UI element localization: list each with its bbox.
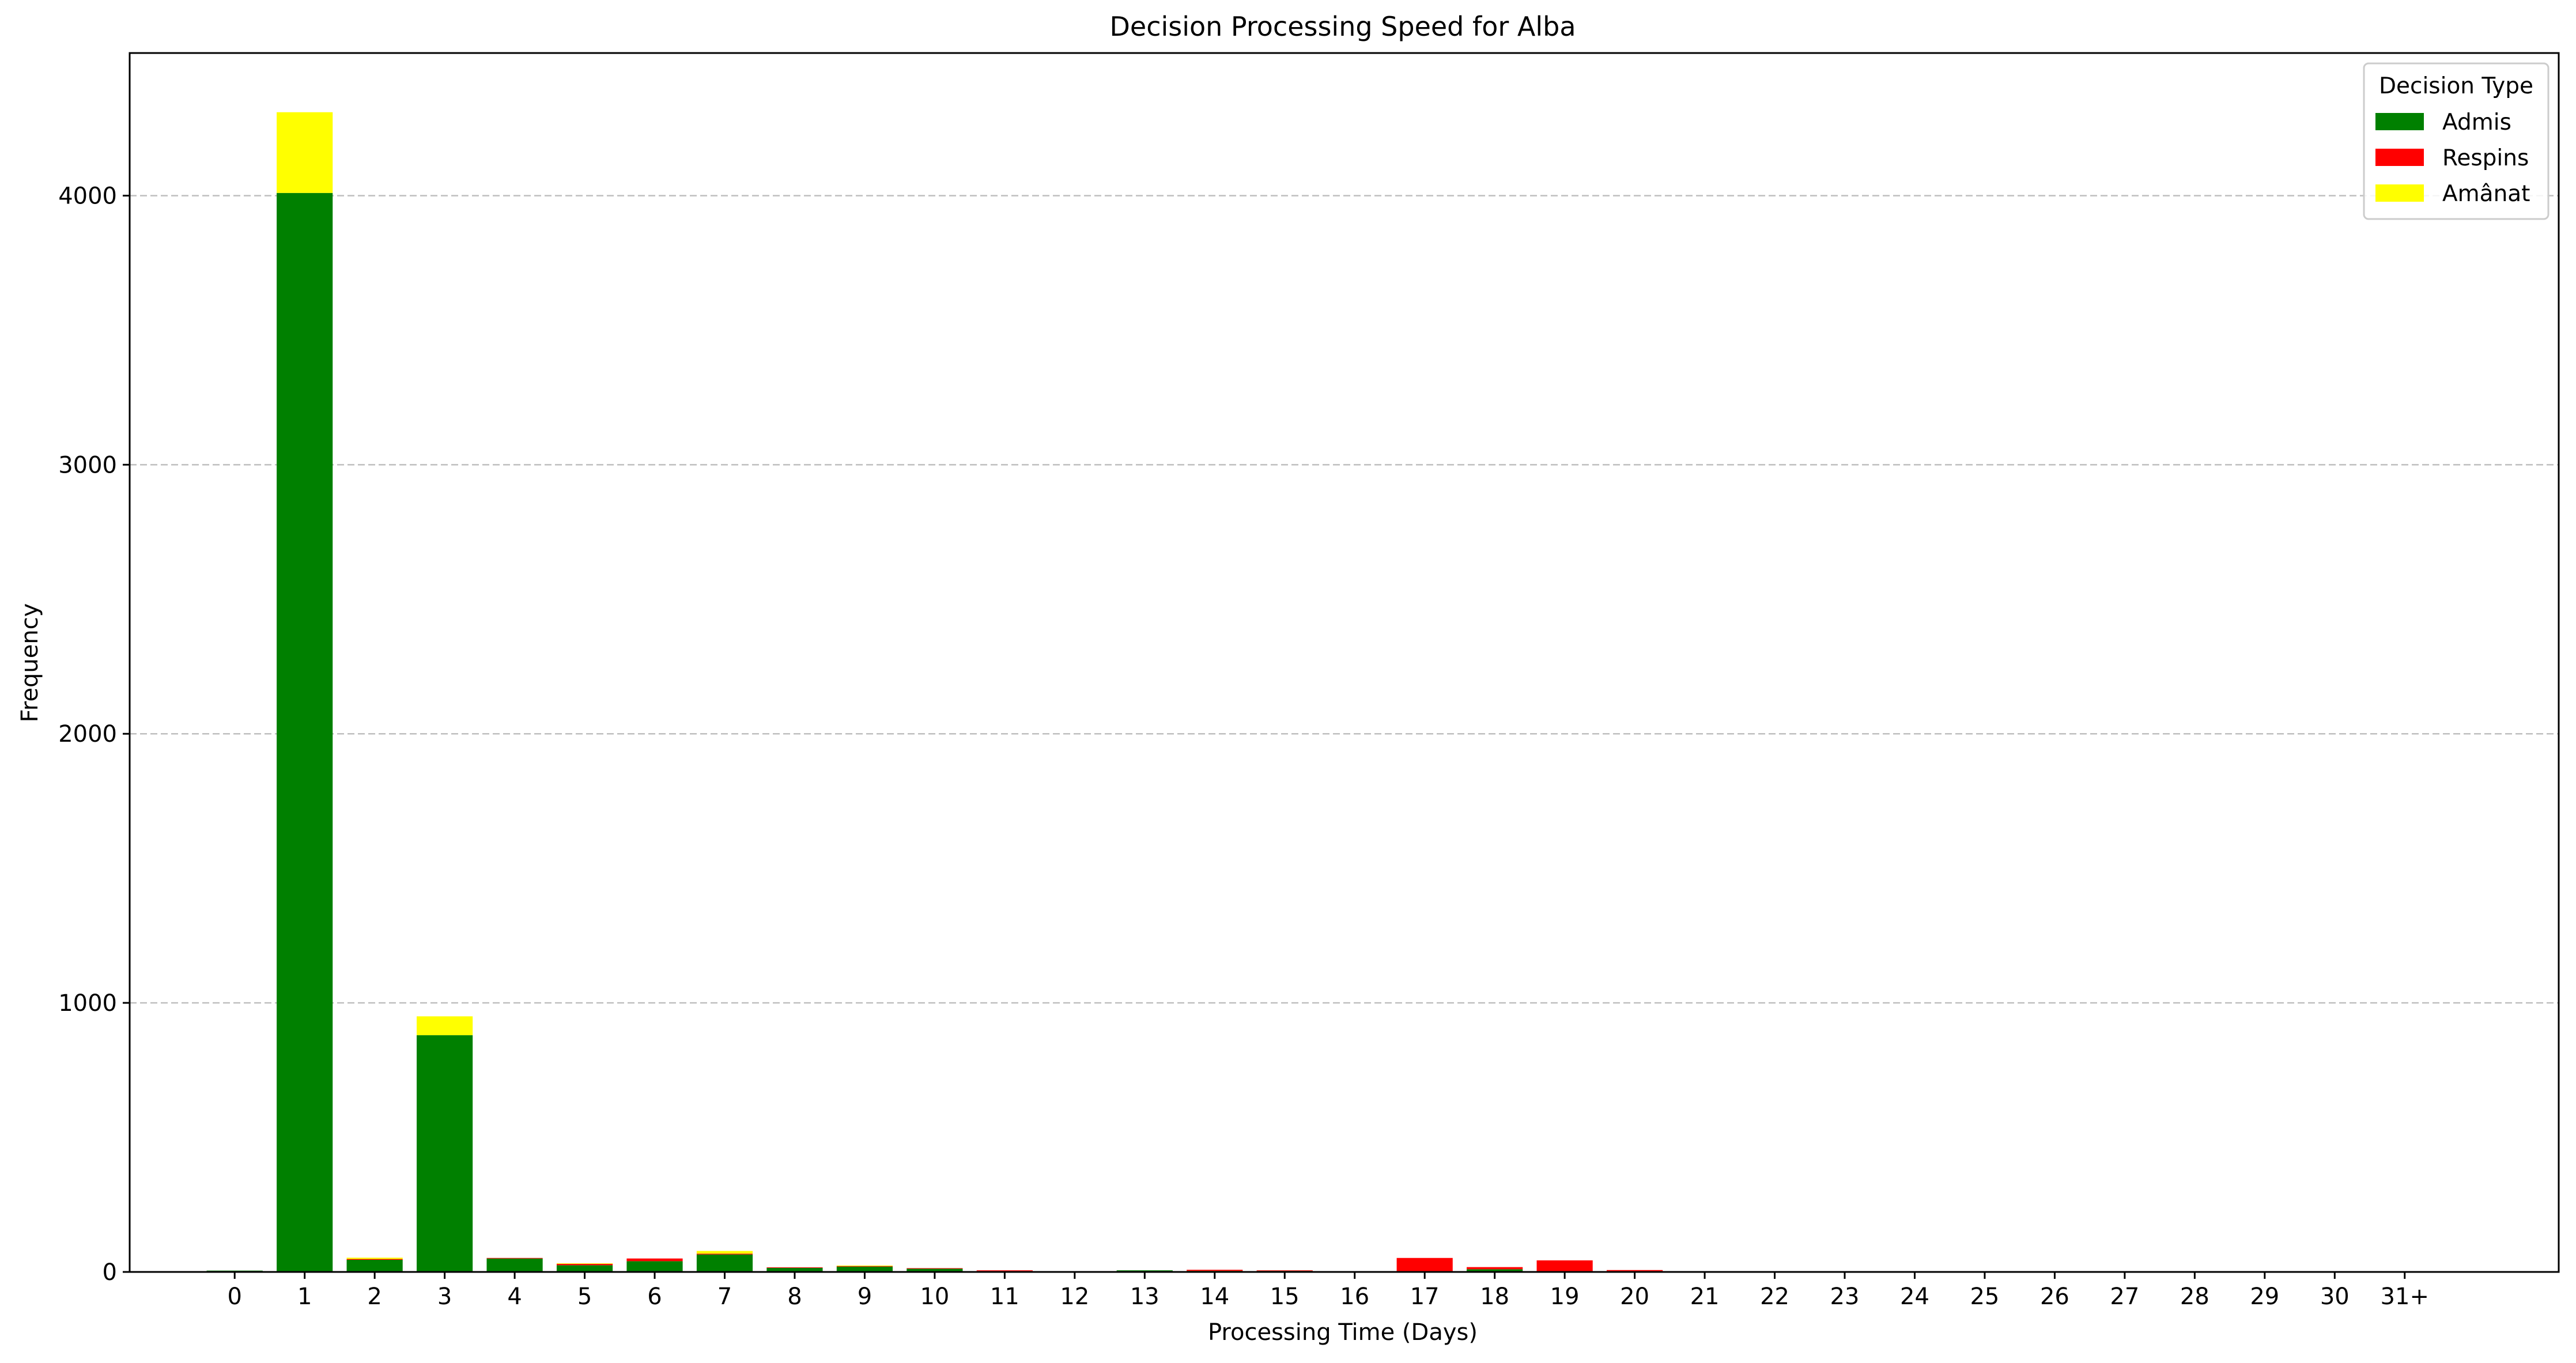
bar-respins <box>486 1258 543 1259</box>
legend-swatch-respins <box>2375 149 2424 166</box>
x-tick-label: 17 <box>1410 1283 1440 1310</box>
bar-admis <box>556 1265 613 1272</box>
bar-admis <box>486 1258 543 1272</box>
x-tick-label: 2 <box>367 1283 382 1310</box>
x-tick-label: 26 <box>2040 1283 2069 1310</box>
x-tick-label: 23 <box>1830 1283 1860 1310</box>
x-axis-ticks: 0 1 2 3 4 5 6 7 8 9 10 11 12 13 14 15 16 17 18 19 20 21 22 23 24… <box>227 1272 2429 1310</box>
bar-respins <box>1607 1270 1663 1272</box>
x-tick-label: 27 <box>2110 1283 2139 1310</box>
legend-swatch-amanat <box>2375 184 2424 202</box>
y-axis-ticks: 0 1000 2000 3000 4000 <box>58 183 130 1286</box>
y-tick-label: 1000 <box>58 990 117 1017</box>
bar-amanat <box>417 1016 473 1036</box>
bar-respins <box>556 1263 613 1266</box>
legend-label-admis: Admis <box>2442 110 2511 135</box>
bar-admis <box>626 1261 683 1272</box>
x-tick-label: 21 <box>1690 1283 1720 1310</box>
x-tick-label: 8 <box>787 1283 802 1310</box>
y-tick-label: 4000 <box>58 183 117 209</box>
x-tick-label: 28 <box>2180 1283 2209 1310</box>
y-tick-label: 0 <box>103 1259 117 1286</box>
x-tick-label: 24 <box>1900 1283 1929 1310</box>
x-tick-label: 7 <box>717 1283 732 1310</box>
bar-admis <box>417 1035 473 1272</box>
legend-title: Decision Type <box>2379 73 2533 99</box>
bar-admis <box>277 192 333 1272</box>
bar-admis <box>1467 1269 1523 1272</box>
legend-entries: Admis Respins Amânat <box>2375 110 2530 207</box>
x-tick-label: 11 <box>990 1283 1019 1310</box>
x-tick-label: 16 <box>1340 1283 1369 1310</box>
bar-respins <box>1467 1267 1523 1270</box>
x-tick-label: 14 <box>1200 1283 1229 1310</box>
x-tick-label: 0 <box>227 1283 241 1310</box>
x-tick-label: 20 <box>1620 1283 1649 1310</box>
x-tick-label: 1 <box>297 1283 312 1310</box>
y-tick-label: 3000 <box>58 452 117 478</box>
legend-frame <box>2363 62 2549 220</box>
x-tick-label: 13 <box>1130 1283 1159 1310</box>
bar-respins <box>836 1266 893 1267</box>
x-tick-label: 9 <box>858 1283 872 1310</box>
x-tick-label: 12 <box>1060 1283 1089 1310</box>
bar-amanat <box>556 1263 613 1264</box>
x-tick-label: 29 <box>2250 1283 2279 1310</box>
y-axis-label: Frequency <box>17 603 43 723</box>
bar-respins <box>1187 1270 1243 1271</box>
bar-respins <box>626 1258 683 1262</box>
x-tick-label: 6 <box>647 1283 662 1310</box>
legend: Decision Type Admis Respins Amânat <box>2363 62 2549 220</box>
legend-label-amanat: Amânat <box>2442 181 2530 207</box>
bar-admis <box>696 1254 753 1272</box>
x-tick-label: 30 <box>2320 1283 2350 1310</box>
bar-respins <box>766 1267 823 1268</box>
x-tick-label: 10 <box>920 1283 949 1310</box>
plot-area-frame <box>129 52 2560 1273</box>
legend-label-respins: Respins <box>2442 145 2529 171</box>
x-tick-label: 3 <box>437 1283 452 1310</box>
x-tick-label: 19 <box>1550 1283 1580 1310</box>
legend-swatch-admis <box>2375 113 2424 130</box>
chart-title: Decision Processing Speed for Alba <box>1109 11 1576 42</box>
bar-amanat <box>277 112 333 193</box>
bar-respins <box>1396 1258 1453 1272</box>
bar-respins <box>1256 1270 1313 1271</box>
x-axis-label: Processing Time (Days) <box>1208 1319 1478 1346</box>
x-tick-label: 5 <box>577 1283 592 1310</box>
bar-respins <box>346 1259 403 1260</box>
x-tick-label: 15 <box>1270 1283 1300 1310</box>
bar-admis <box>346 1259 403 1272</box>
bar-amanat <box>696 1251 753 1254</box>
bar-respins <box>696 1253 753 1255</box>
bar-respins <box>976 1270 1033 1271</box>
bar-admis <box>836 1266 893 1272</box>
bar-admis <box>766 1267 823 1272</box>
x-tick-label: 22 <box>1760 1283 1789 1310</box>
x-tick-label: 31+ <box>2381 1283 2429 1310</box>
bar-respins <box>1536 1260 1593 1271</box>
bar-amanat <box>346 1258 403 1259</box>
y-tick-label: 2000 <box>58 721 117 747</box>
x-tick-label: 25 <box>1970 1283 1999 1310</box>
x-tick-label: 4 <box>507 1283 522 1310</box>
x-tick-label: 18 <box>1480 1283 1509 1310</box>
bar-admis <box>906 1268 963 1272</box>
